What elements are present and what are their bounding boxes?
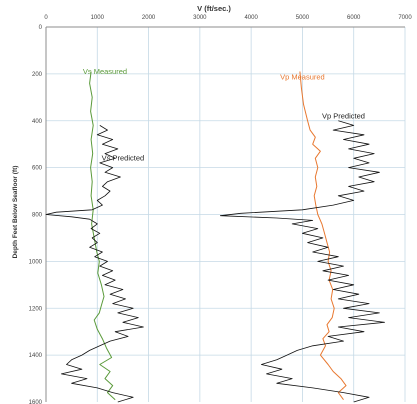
vp-predicted-line bbox=[219, 120, 385, 403]
x-tick-label: 0 bbox=[44, 15, 48, 21]
y-tick-label: 0 bbox=[39, 25, 43, 31]
y-tick-label: 1600 bbox=[29, 400, 43, 404]
series-annotation: Vp Predicted bbox=[322, 111, 365, 120]
x-tick-label: 4000 bbox=[244, 15, 258, 21]
y-axis-label: Depth Feet Below Seafloor (ft) bbox=[12, 166, 19, 259]
x-tick-label: 1000 bbox=[91, 15, 105, 21]
vs-measured-line bbox=[89, 71, 116, 401]
y-tick-label: 1200 bbox=[29, 306, 43, 312]
x-tick-label: 5000 bbox=[296, 15, 310, 21]
chart-title: V (ft/sec.) bbox=[197, 4, 231, 13]
x-tick-label: 6000 bbox=[347, 15, 361, 21]
series-annotation: Vs Measured bbox=[83, 67, 127, 76]
y-tick-label: 400 bbox=[32, 119, 43, 125]
y-tick-label: 1400 bbox=[29, 353, 43, 359]
y-tick-label: 800 bbox=[32, 213, 43, 219]
x-tick-label: 2000 bbox=[142, 15, 156, 21]
x-tick-label: 3000 bbox=[193, 15, 207, 21]
series-annotation: Vp Measured bbox=[280, 73, 325, 82]
y-tick-label: 200 bbox=[32, 72, 43, 78]
y-tick-label: 1000 bbox=[29, 259, 43, 265]
vs-predicted-line bbox=[45, 125, 144, 403]
x-tick-label: 7000 bbox=[398, 15, 412, 21]
series-annotation: Vs Predicted bbox=[102, 154, 145, 163]
y-tick-label: 600 bbox=[32, 166, 43, 172]
vp-measured-line bbox=[299, 71, 347, 400]
